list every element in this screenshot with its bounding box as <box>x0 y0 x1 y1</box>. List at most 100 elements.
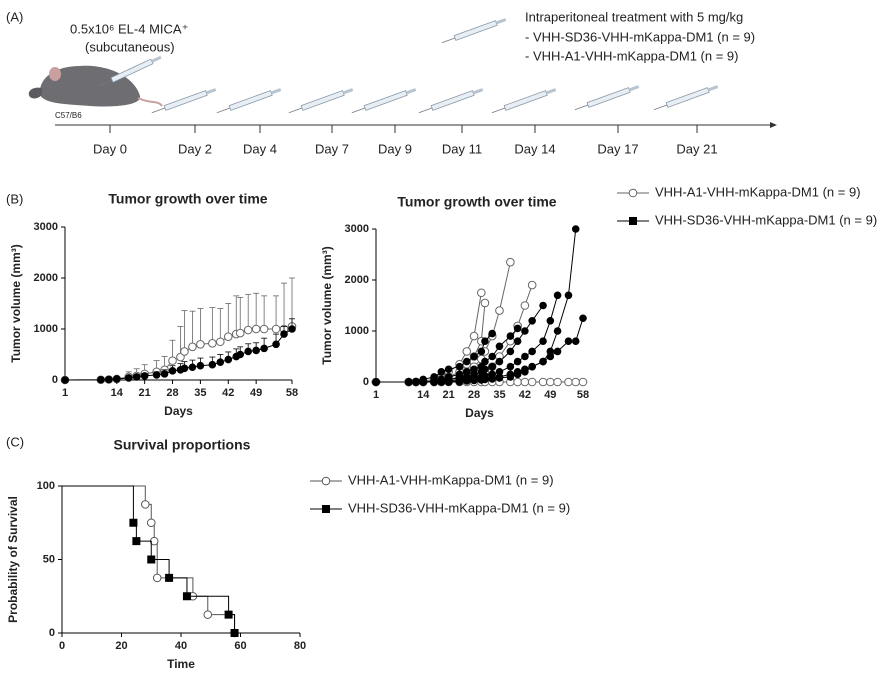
marker <box>477 347 486 356</box>
marker <box>477 288 486 298</box>
marker <box>61 376 69 384</box>
marker <box>235 328 245 338</box>
x-tick-label: 14 <box>111 387 124 399</box>
marker <box>132 537 141 546</box>
day-group: Day 0 Day 2 Day 4 Day 7 Day 9 Day 11 Day 14 Day… <box>93 83 720 156</box>
marker <box>146 518 156 528</box>
y-axis-label: Tumor volume (mm³) <box>9 244 23 362</box>
marker <box>521 352 529 361</box>
marker <box>271 324 281 334</box>
marker <box>571 377 581 387</box>
day-label: Day 2 <box>178 141 212 156</box>
marker <box>280 330 288 338</box>
marker <box>152 573 162 583</box>
strain-label: C57/B6 <box>55 111 82 120</box>
marker <box>481 365 489 374</box>
x-tick-label: 20 <box>115 640 127 652</box>
legend-marker <box>322 505 330 513</box>
marker <box>528 347 536 356</box>
marker <box>412 378 420 386</box>
chart-title: Tumor growth over time <box>397 194 556 210</box>
marker <box>520 301 530 310</box>
marker <box>272 340 280 349</box>
y-tick-label: 1000 <box>345 325 369 337</box>
marker <box>132 373 141 381</box>
marker <box>571 337 580 346</box>
marker <box>455 378 464 386</box>
marker <box>539 337 547 346</box>
x-tick-label: 58 <box>577 389 589 401</box>
x-tick-label: 35 <box>493 389 505 401</box>
marker <box>528 362 536 371</box>
marker <box>488 329 497 338</box>
x-tick-label: 28 <box>468 389 480 401</box>
marker <box>506 362 515 371</box>
marker <box>546 377 555 387</box>
marker <box>168 367 177 375</box>
marker <box>506 257 515 267</box>
marker <box>160 370 169 378</box>
marker <box>168 356 177 365</box>
marker <box>462 377 471 385</box>
marker <box>553 327 562 335</box>
marker <box>260 344 268 353</box>
marker <box>564 291 573 300</box>
y-tick-label: 0 <box>52 374 58 386</box>
marker <box>546 317 555 325</box>
x-axis-label: Days <box>164 404 193 418</box>
marker <box>147 555 156 564</box>
marker <box>528 317 536 325</box>
panel-label: (C) <box>6 434 24 449</box>
timeline-arrow <box>770 122 777 128</box>
marker <box>97 375 105 384</box>
marker <box>182 592 191 601</box>
marker <box>520 377 530 387</box>
marker <box>252 346 260 355</box>
x-tick-label: 58 <box>286 387 298 399</box>
marker <box>419 378 428 386</box>
day-label: Day 14 <box>514 141 555 156</box>
marker <box>251 324 261 334</box>
marker <box>470 376 478 385</box>
y-axis-label: Tumor volume (mm³) <box>320 246 334 364</box>
legend-label: VHH-A1-VHH-mKappa-DM1 (n = 9) <box>348 472 554 487</box>
marker <box>470 352 478 361</box>
chart-title: Tumor growth over time <box>108 191 267 207</box>
legend-label: VHH-SD36-VHH-mKappa-DM1 (n = 9) <box>655 212 877 227</box>
day-label: Day 11 <box>442 141 482 156</box>
marker <box>481 337 489 346</box>
marker <box>571 225 580 233</box>
legend-label: VHH-SD36-VHH-mKappa-DM1 (n = 9) <box>348 500 570 515</box>
survival-step <box>62 485 134 523</box>
panel-label: (A) <box>6 9 23 24</box>
y-tick-label: 2000 <box>34 272 58 284</box>
treatment-arm: - VHH-A1-VHH-mKappa-DM1 (n = 9) <box>525 48 738 63</box>
marker <box>495 374 504 382</box>
marker <box>527 280 537 290</box>
marker <box>244 347 252 356</box>
legend-marker <box>628 188 638 198</box>
marker <box>444 378 453 386</box>
x-tick-label: 1 <box>373 389 379 401</box>
marker <box>553 347 562 356</box>
marker <box>469 331 479 341</box>
marker <box>230 629 239 637</box>
marker <box>208 360 217 369</box>
marker <box>579 314 587 323</box>
y-tick-label: 3000 <box>34 221 58 233</box>
x-tick-label: 21 <box>443 389 455 401</box>
marker <box>243 325 253 335</box>
marker <box>538 377 548 387</box>
marker <box>203 610 213 619</box>
marker <box>236 350 245 359</box>
marker <box>196 340 205 349</box>
marker <box>105 375 113 384</box>
marker <box>527 377 537 387</box>
treatment-arm: - VHH-SD36-VHH-mKappa-DM1 (n = 9) <box>525 29 755 44</box>
injection-text: (subcutaneous) <box>85 39 175 54</box>
x-tick-label: 42 <box>222 387 234 399</box>
marker <box>539 301 547 310</box>
marker <box>564 337 573 346</box>
x-axis-label: Time <box>167 657 195 671</box>
